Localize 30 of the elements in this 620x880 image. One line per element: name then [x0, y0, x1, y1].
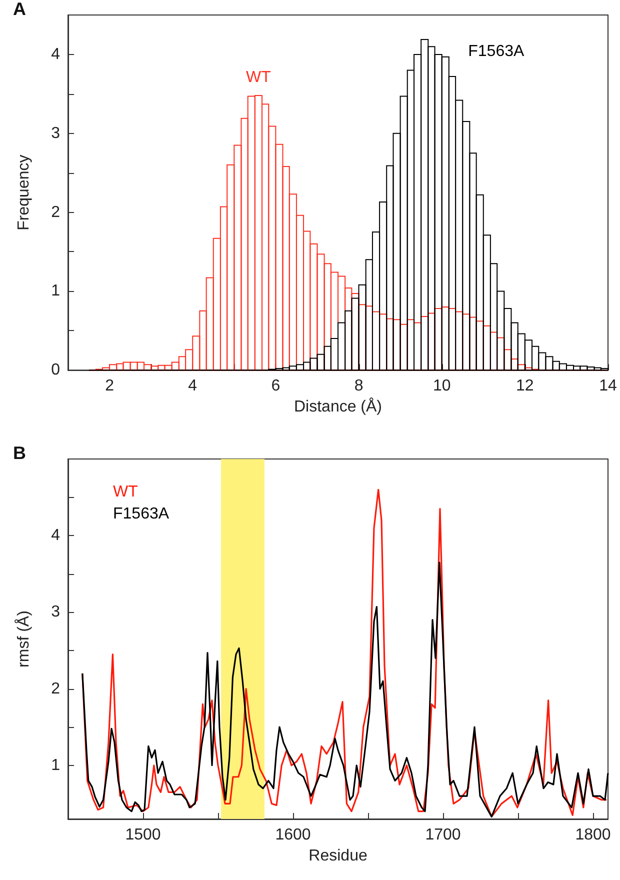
y-tick-label: 3: [51, 124, 60, 142]
x-tick-label: 1500: [125, 826, 161, 844]
x-tick-label: 8: [354, 378, 364, 395]
x-tick-label: 4: [188, 378, 198, 395]
y-tick-label: 0: [51, 362, 60, 379]
series-label: WT: [246, 68, 272, 86]
text: F1563A: [113, 506, 170, 522]
chart-title: B: [13, 443, 26, 463]
y-axis-title: Frequency: [16, 154, 32, 230]
y-tick-label: 2: [51, 204, 60, 221]
chart-title: A: [13, 0, 26, 19]
x-tick-label: 1600: [275, 826, 311, 844]
x-tick-label: 12: [516, 378, 534, 395]
x-tick-label: 1800: [575, 826, 611, 844]
x-tick-label: 2: [105, 378, 114, 395]
y-tick-label: 4: [51, 527, 60, 544]
y-tick-label: 4: [51, 46, 60, 63]
y-tick-label: 2: [51, 680, 60, 698]
x-tick-label: 10: [432, 378, 451, 395]
y-tick-label: 1: [51, 756, 60, 774]
series-label: F1563A: [468, 42, 525, 60]
x-tick-label: 14: [599, 378, 617, 395]
text: WT: [113, 484, 138, 500]
y-tick-label: 3: [51, 604, 60, 621]
x-axis-title: Residue: [308, 847, 368, 864]
x-tick-label: 6: [271, 378, 280, 395]
y-axis-title: rmsf (Å): [14, 610, 32, 668]
x-axis-title: Distance (Å): [294, 398, 382, 416]
y-tick-label: 1: [51, 282, 60, 300]
x-tick-label: 1700: [425, 826, 461, 844]
